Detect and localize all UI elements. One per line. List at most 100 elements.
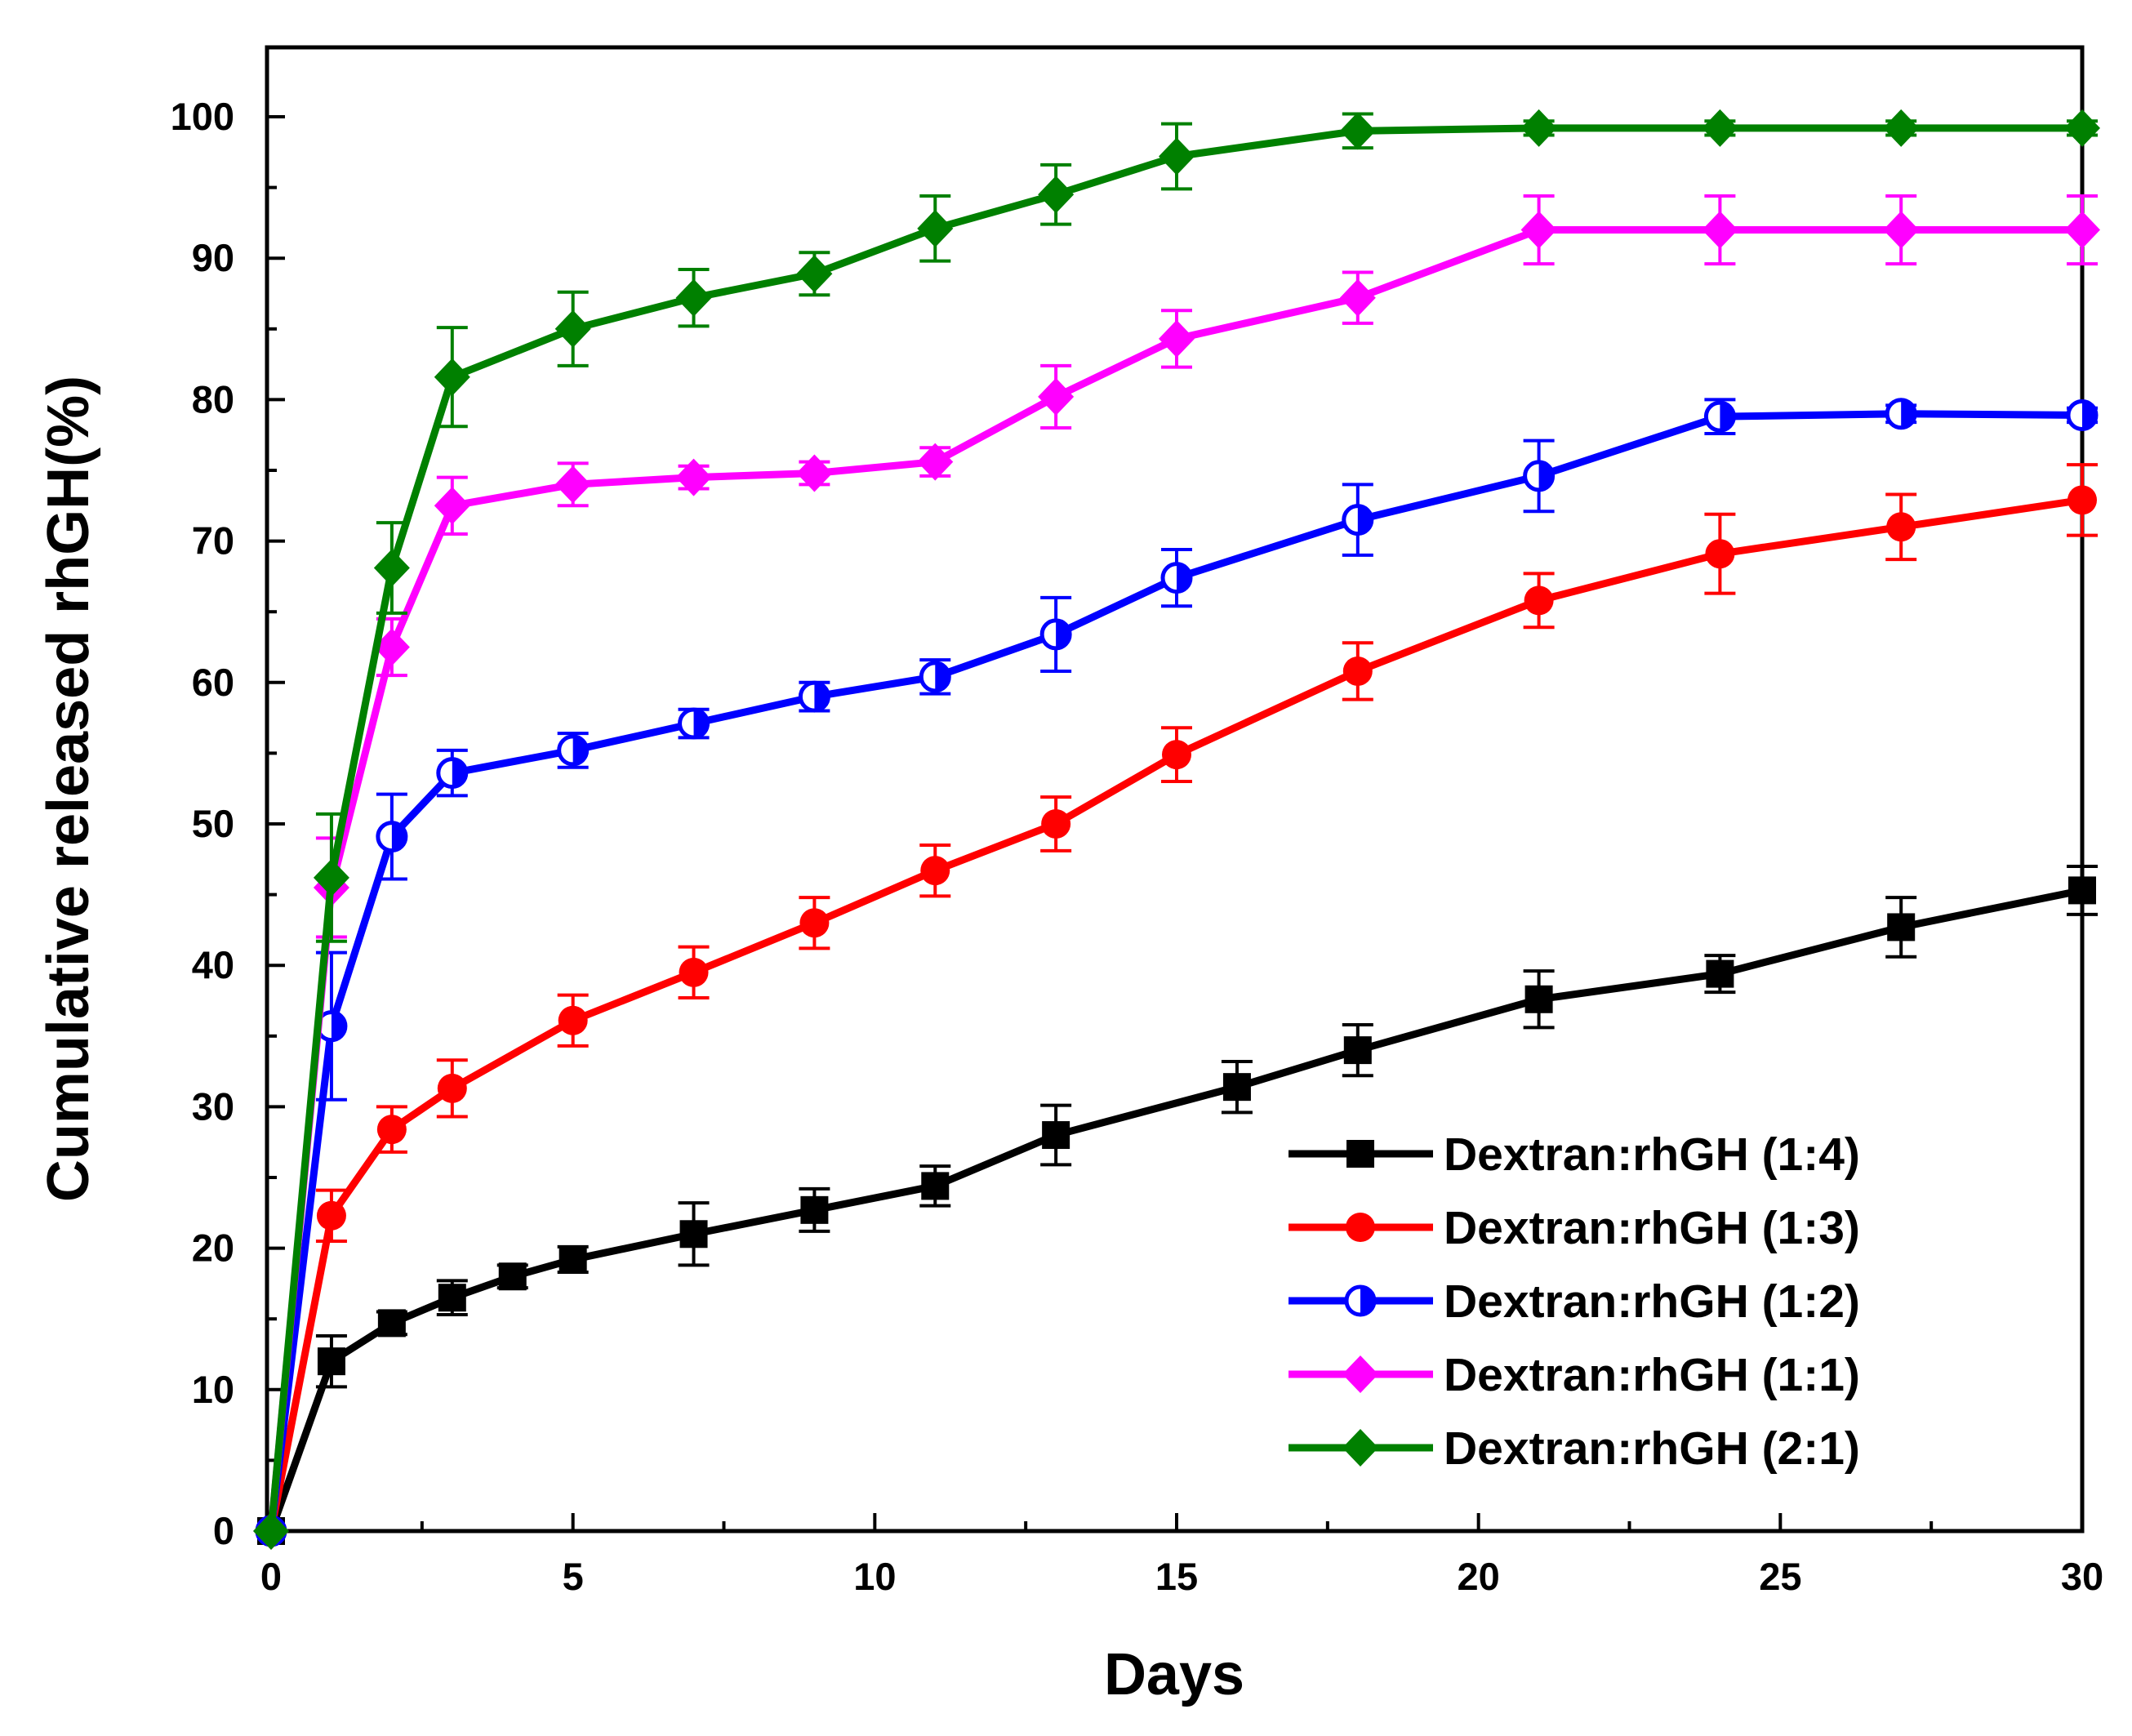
half-circle-marker — [1160, 562, 1193, 594]
y-tick-label: 20 — [192, 1226, 234, 1270]
x-tick-label: 25 — [1759, 1555, 1801, 1598]
legend-item-3: Dextran:rhGH (1:2) — [1289, 1275, 1860, 1328]
circle-marker — [1524, 585, 1554, 616]
y-tick-label: 0 — [213, 1509, 234, 1552]
square-marker — [1346, 1140, 1374, 1168]
circle-marker — [1342, 656, 1373, 686]
half-circle-marker — [315, 1010, 348, 1043]
circle-marker — [679, 957, 709, 987]
diamond-marker — [434, 487, 470, 525]
square-marker — [2068, 876, 2096, 905]
diamond-marker — [313, 858, 349, 897]
square-marker — [317, 1347, 345, 1376]
square-marker — [1887, 913, 1916, 941]
diamond-marker — [1702, 109, 1738, 147]
diamond-marker — [1159, 319, 1195, 358]
half-circle-marker-fill — [1538, 461, 1553, 490]
square-marker — [1222, 1073, 1251, 1102]
series-2 — [256, 463, 2098, 1546]
diamond-marker — [2064, 211, 2100, 249]
legend-label: Dextran:rhGH (2:1) — [1444, 1422, 1860, 1475]
x-axis-title: Days — [1104, 1642, 1244, 1707]
square-marker — [498, 1262, 527, 1291]
diamond-marker — [917, 443, 954, 481]
half-circle-marker — [1703, 400, 1736, 433]
circle-marker — [437, 1073, 467, 1103]
x-tick-label: 30 — [2061, 1555, 2103, 1598]
half-circle-marker — [1523, 460, 1556, 492]
legend: Dextran:rhGH (1:4) Dextran:rhGH (1:3) Dext… — [1289, 1128, 1860, 1475]
diamond-marker — [554, 309, 591, 348]
diamond-marker — [373, 549, 410, 587]
diamond-marker — [1342, 1429, 1378, 1467]
half-circle-marker-fill — [1177, 563, 1191, 592]
diamond-marker — [554, 465, 591, 504]
legend-item-1: Dextran:rhGH (1:4) — [1289, 1128, 1860, 1181]
y-tick-label: 70 — [192, 519, 234, 563]
y-tick-label: 60 — [192, 661, 234, 704]
square-marker — [921, 1172, 950, 1200]
y-tick-label: 100 — [171, 95, 234, 138]
series-line — [267, 226, 2082, 1532]
square-marker — [377, 1309, 406, 1338]
square-marker — [1343, 1036, 1372, 1065]
x-tick-label: 10 — [853, 1555, 896, 1598]
diamond-marker — [675, 458, 712, 496]
legend-label: Dextran:rhGH (1:2) — [1444, 1275, 1860, 1328]
half-circle-marker-fill — [2082, 401, 2097, 430]
half-circle-marker — [1885, 398, 1917, 430]
half-circle-marker — [1344, 1284, 1377, 1317]
diamond-marker — [1339, 112, 1376, 150]
diamond-marker — [796, 454, 833, 492]
x-tick-label: 20 — [1458, 1555, 1500, 1598]
diamond-marker — [1342, 1355, 1378, 1393]
circle-marker — [1705, 539, 1735, 569]
circle-marker — [1162, 740, 1191, 770]
series-4 — [253, 194, 2100, 1550]
y-tick-label: 80 — [192, 377, 234, 421]
half-circle-marker-fill — [1901, 399, 1916, 428]
y-tick-label: 30 — [192, 1084, 234, 1128]
legend-item-4: Dextran:rhGH (1:1) — [1289, 1349, 1860, 1401]
diamond-marker — [373, 628, 410, 666]
y-tick-label: 10 — [192, 1368, 234, 1411]
diamond-marker — [675, 278, 712, 317]
diamond-marker — [917, 209, 954, 247]
half-circle-marker-fill — [1357, 505, 1372, 534]
series-line — [267, 886, 2083, 1533]
circle-marker — [1346, 1213, 1375, 1242]
square-marker — [559, 1245, 587, 1274]
x-tick-label: 5 — [563, 1555, 584, 1598]
diamond-marker — [434, 358, 470, 396]
x-tick-label: 15 — [1155, 1555, 1198, 1598]
square-marker — [800, 1195, 829, 1224]
half-circle-marker — [557, 734, 590, 767]
axis-ticks: 0 5 10 15 20 25 30 0 10 20 30 40 50 60 70 80 90 100 — [171, 95, 2104, 1598]
diamond-marker — [1339, 278, 1376, 317]
half-circle-marker-fill — [1056, 620, 1070, 648]
diamond-marker — [1883, 211, 1920, 249]
diamond-marker — [1038, 377, 1075, 416]
y-axis-title: Cumulative released rhGH(%) — [36, 376, 101, 1202]
diamond-marker — [2064, 109, 2100, 147]
circle-marker — [558, 1005, 588, 1035]
square-marker — [679, 1220, 708, 1249]
legend-label: Dextran:rhGH (1:1) — [1444, 1349, 1860, 1401]
half-circle-marker-fill — [1360, 1287, 1374, 1315]
diamond-marker — [253, 1512, 289, 1550]
square-marker — [1042, 1121, 1070, 1150]
circle-marker — [2067, 485, 2097, 515]
half-circle-marker — [678, 707, 710, 740]
half-circle-marker-fill — [935, 662, 950, 691]
square-marker — [1524, 985, 1553, 1013]
half-circle-marker — [798, 680, 830, 713]
y-tick-label: 90 — [192, 236, 234, 279]
diamond-marker — [1038, 176, 1075, 214]
diamond-marker — [1883, 109, 1920, 147]
half-circle-marker — [1342, 504, 1374, 536]
circle-marker — [920, 856, 950, 886]
square-marker — [438, 1284, 466, 1312]
half-circle-marker-fill — [331, 1012, 345, 1040]
diamond-marker — [796, 255, 833, 293]
